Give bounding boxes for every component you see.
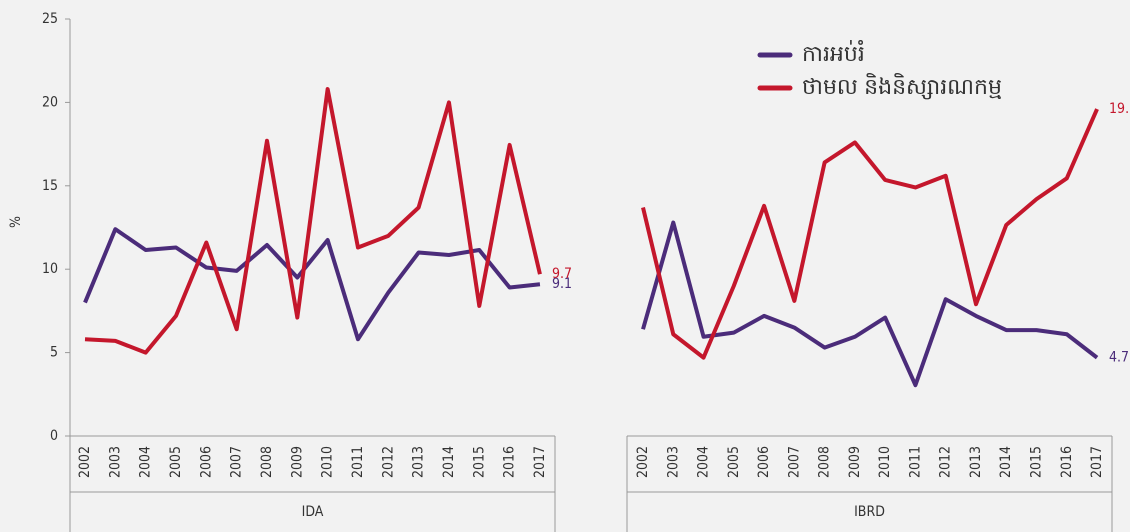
x-tick-label: 2017 xyxy=(532,446,548,478)
x-tick-label: 2011 xyxy=(907,446,923,478)
y-tick-label: 25 xyxy=(42,11,58,27)
x-tick-label: 2013 xyxy=(411,446,427,478)
x-tick-label: 2006 xyxy=(198,446,214,478)
x-tick-label: 2008 xyxy=(259,446,275,478)
x-tick-label: 2010 xyxy=(877,446,893,478)
y-tick-label: 10 xyxy=(42,261,58,277)
series-line xyxy=(641,108,1099,360)
x-tick-label: 2010 xyxy=(320,446,336,478)
value-label: 19.6 xyxy=(1109,101,1130,117)
x-tick-label: 2004 xyxy=(138,446,154,478)
x-tick-label: 2009 xyxy=(847,446,863,478)
series-line xyxy=(83,227,541,342)
x-tick-label: 2007 xyxy=(229,446,245,478)
x-tick-label: 2011 xyxy=(350,446,366,478)
x-tick-label: 2003 xyxy=(107,446,123,478)
legend-label: ថាមល និងនិស្សារណកម្ម xyxy=(802,73,1002,100)
x-tick-label: 2002 xyxy=(635,446,651,478)
x-tick-label: 2005 xyxy=(726,446,742,478)
x-tick-label: 2008 xyxy=(817,446,833,478)
legend-label: ការអប់រំ xyxy=(802,40,865,67)
x-tick-label: 2016 xyxy=(502,446,518,478)
x-tick-label: 2013 xyxy=(968,446,984,478)
x-tick-label: 2014 xyxy=(441,446,457,478)
x-tick-label: 2015 xyxy=(471,446,487,478)
y-tick-label: 20 xyxy=(42,94,58,110)
x-tick-label: 2012 xyxy=(380,446,396,478)
y-tick-label: 5 xyxy=(50,345,58,361)
x-tick-label: 2007 xyxy=(786,446,802,478)
value-label: 9.1 xyxy=(552,276,572,292)
x-tick-label: 2009 xyxy=(289,446,305,478)
group-label: IBRD xyxy=(854,504,885,520)
x-tick-label: 2016 xyxy=(1059,446,1075,478)
x-tick-label: 2003 xyxy=(665,446,681,478)
x-tick-label: 2017 xyxy=(1089,446,1105,478)
group-label: IDA xyxy=(302,504,324,520)
y-axis-label: % xyxy=(8,216,24,228)
value-label: 4.7 xyxy=(1109,350,1129,366)
y-tick-label: 0 xyxy=(50,428,58,444)
series-line xyxy=(84,87,542,355)
x-tick-label: 2012 xyxy=(938,446,954,478)
series-line xyxy=(641,220,1099,388)
x-tick-label: 2015 xyxy=(1029,446,1045,478)
x-tick-label: 2004 xyxy=(696,446,712,478)
x-tick-label: 2002 xyxy=(77,446,93,478)
x-tick-label: 2005 xyxy=(168,446,184,478)
y-tick-label: 15 xyxy=(42,178,58,194)
x-tick-label: 2006 xyxy=(756,446,772,478)
value-label: 9.7 xyxy=(552,266,572,282)
x-tick-label: 2014 xyxy=(998,446,1014,478)
